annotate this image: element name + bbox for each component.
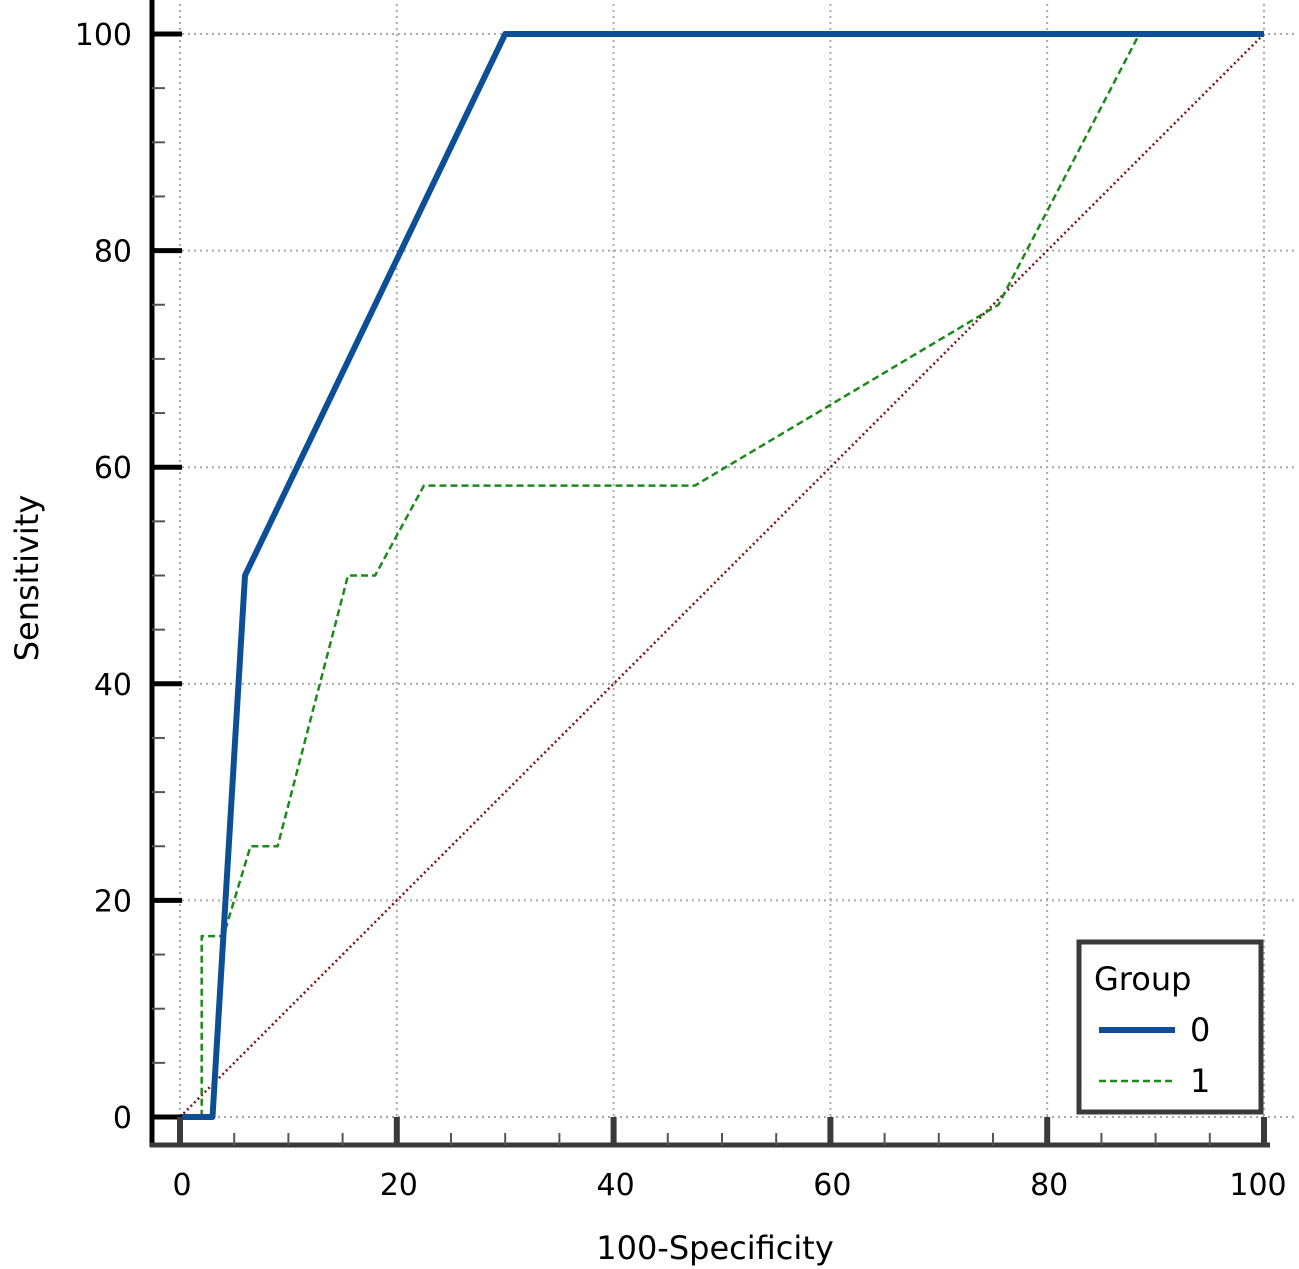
y-tick-label-5: 100 (75, 18, 132, 53)
x-tick-label-5: 100 (1229, 1168, 1286, 1203)
x-tick-label-2: 40 (597, 1168, 635, 1203)
y-tick-label-0: 0 (113, 1101, 132, 1136)
y-tick-label-2: 40 (94, 668, 132, 703)
series-1-line (180, 32, 1264, 1119)
x-tick-label-4: 80 (1030, 1168, 1068, 1203)
x-tick-label-1: 20 (380, 1168, 418, 1203)
y-tick-label-1: 20 (94, 884, 132, 919)
series-group (179, 31, 1265, 1120)
legend-label-series-1: 1 (1190, 1062, 1210, 1100)
legend: Group 0 1 (1076, 939, 1264, 1115)
x-tick-label-0: 0 (172, 1168, 191, 1203)
legend-title: Group (1094, 960, 1191, 998)
y-tick-label-3: 60 (94, 451, 132, 486)
legend-label-series-0: 0 (1190, 1011, 1210, 1049)
x-axis-title: 100-Specificity (596, 1229, 834, 1267)
axes: 0 20 40 60 80 100 0 20 40 60 80 100 (75, 0, 1287, 1203)
y-tick-label-4: 80 (94, 235, 132, 270)
y-axis-title: Sensitivity (8, 495, 46, 662)
reference-diagonal-line (179, 33, 1265, 1118)
series-0-line (180, 31, 1264, 1120)
x-tick-label-3: 60 (813, 1168, 851, 1203)
